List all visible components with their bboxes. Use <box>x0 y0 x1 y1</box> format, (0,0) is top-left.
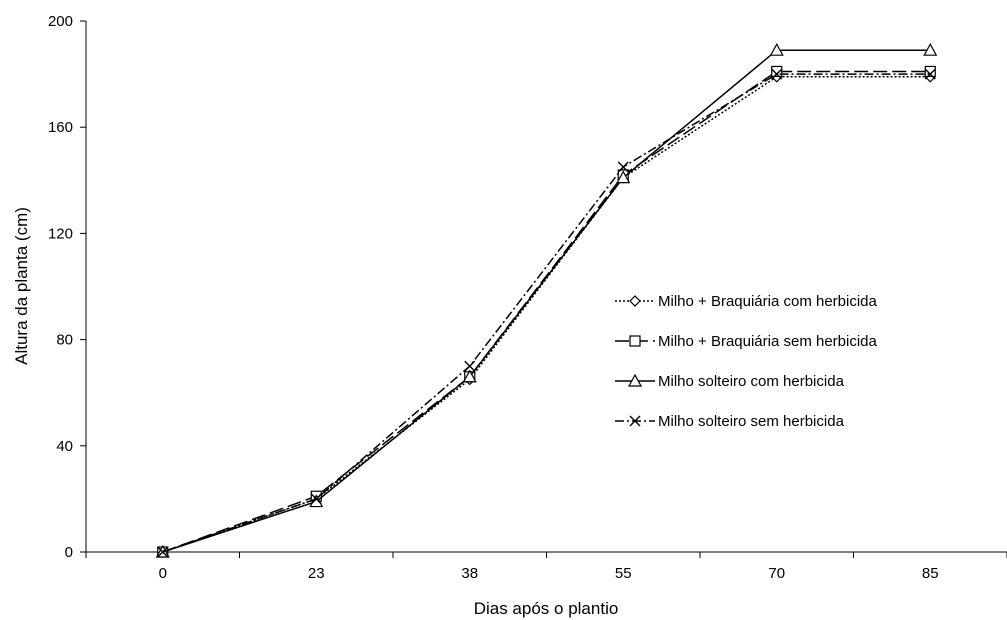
x-tick-label: 23 <box>308 565 325 582</box>
series-1 <box>156 70 937 558</box>
series-3-point <box>462 369 477 383</box>
y-tick-label: 0 <box>65 544 73 561</box>
series-2-line <box>162 70 931 553</box>
y-tick-label: 40 <box>56 438 73 455</box>
x-axis-title: Dias após o plantio <box>474 599 619 618</box>
series-4-line <box>162 73 931 553</box>
series-2-point <box>924 65 936 78</box>
x-tick-label: 55 <box>615 565 632 582</box>
legend-swatch-marker <box>629 415 641 427</box>
x-tick-label: 0 <box>159 565 167 582</box>
legend-label: Milho solteiro com herbicida <box>658 373 845 390</box>
series-4 <box>157 68 936 558</box>
y-tick-label: 200 <box>48 13 73 30</box>
legend: Milho + Braquiária com herbicida Milho + … <box>615 293 878 430</box>
y-tick-label: 80 <box>56 332 73 349</box>
series-4-point <box>924 68 936 80</box>
series-2 <box>157 65 936 558</box>
y-tick-label: 160 <box>48 119 73 136</box>
legend-label: Milho solteiro sem herbicida <box>658 413 845 430</box>
legend-item-4: Milho solteiro sem herbicida <box>615 413 845 430</box>
legend-swatch-marker <box>627 373 643 387</box>
series-4-point <box>617 161 629 173</box>
series-layer <box>155 42 938 558</box>
legend-item-2: Milho + Braquiária sem herbicida <box>615 333 878 350</box>
legend-label: Milho + Braquiária com herbicida <box>658 293 878 310</box>
series-4-point <box>771 68 783 80</box>
legend-label: Milho + Braquiária sem herbicida <box>658 333 878 350</box>
series-4-point <box>464 360 476 372</box>
series-3-point <box>769 42 784 56</box>
series-1-line <box>162 76 931 553</box>
series-3-point <box>923 42 938 56</box>
legend-swatch-marker <box>629 335 641 347</box>
legend-item-1: Milho + Braquiária com herbicida <box>615 293 878 310</box>
y-axis-title: Altura da planta (cm) <box>12 207 31 365</box>
series-4-point <box>310 493 322 505</box>
series-3-point <box>616 170 631 184</box>
axes: 0 40 80 120 160 200 0 23 38 55 70 85 <box>48 13 1007 582</box>
x-tick-label: 85 <box>922 565 939 582</box>
y-tick-label: 120 <box>48 225 73 242</box>
x-tick-label: 38 <box>461 565 478 582</box>
series-2-point <box>771 65 783 78</box>
series-4-point <box>157 546 169 558</box>
legend-swatch-marker <box>629 295 641 307</box>
legend-item-3: Milho solteiro com herbicida <box>615 373 845 390</box>
x-tick-label: 70 <box>768 565 785 582</box>
series-3-line <box>162 49 931 553</box>
